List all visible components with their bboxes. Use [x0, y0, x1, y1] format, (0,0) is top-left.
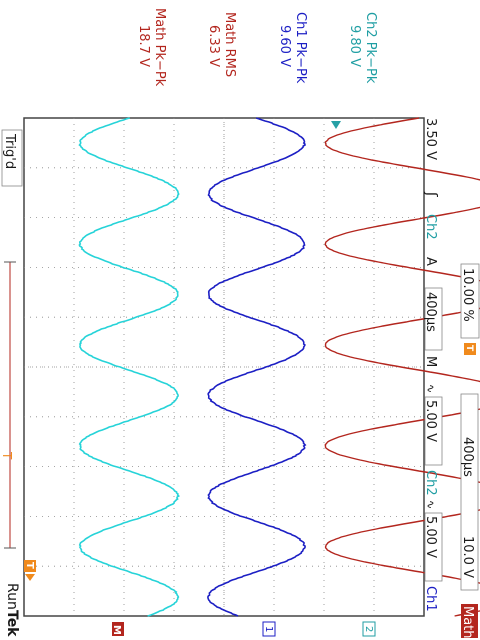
- ch1-scale-value: 5.00 V: [423, 516, 438, 558]
- math-scale-value: 10.0 V: [460, 536, 475, 578]
- ch1-marker-glyph: 1: [263, 626, 274, 632]
- measurement-math-rms-value: 6.33 V: [206, 25, 221, 67]
- math-label: Math: [460, 606, 475, 639]
- ch1-label[interactable]: Ch1: [423, 586, 438, 612]
- ch2-scale-value: 5.00 V: [423, 400, 438, 442]
- math-settings-box[interactable]: [460, 393, 479, 591]
- ch2-coupling-icon: ∿: [424, 384, 437, 393]
- trigger-position-value: 10.00 %: [460, 268, 475, 322]
- trigger-slope-icon: ʃ: [423, 191, 439, 197]
- trigger-source-label: A: [423, 257, 438, 266]
- math-label-box[interactable]: [461, 604, 478, 638]
- trigger-status-label: Trig'd: [2, 133, 17, 169]
- ch2-ground-marker[interactable]: [362, 621, 376, 637]
- measurement-panel: Math Pk−Pk 18.7 V Math RMS 6.33 V Ch1 Pk…: [136, 8, 378, 87]
- run-state-label: Run: [4, 583, 20, 610]
- graticule-grid: [24, 118, 424, 616]
- record-view-trigger-glyph: T: [0, 451, 14, 460]
- ch2-marker-glyph: 2: [363, 626, 374, 632]
- timebase-box[interactable]: [424, 287, 443, 351]
- measurement-ch1-pkpk-value: 9.60 V: [277, 25, 292, 67]
- ch1-scale-box[interactable]: [424, 512, 443, 582]
- trigger-position-arrow: [25, 574, 35, 581]
- trigger-level-value[interactable]: 3.50 V: [423, 118, 438, 160]
- timebase-value: 400µs: [423, 292, 438, 332]
- measurement-ch2-pkpk-value: 9.80 V: [347, 25, 362, 67]
- ch1-waveform: [207, 117, 307, 617]
- timebase-label: M: [423, 356, 438, 367]
- trigger-position-glyph: T: [24, 562, 35, 569]
- trigger-status-box: [1, 129, 23, 187]
- measurement-ch1-pkpk-label: Ch1 Pk−Pk: [293, 12, 308, 84]
- ch2-scale-box[interactable]: [424, 396, 443, 466]
- trigger-position-badge: [464, 343, 476, 355]
- measurement-math-pkpk-label: Math Pk−Pk: [152, 8, 167, 87]
- trigger-position-badge-glyph: T: [464, 345, 474, 352]
- ch1-ground-marker[interactable]: [262, 621, 276, 637]
- channel-markers: M 1 2: [111, 621, 376, 637]
- trigger-position-box[interactable]: [460, 263, 480, 339]
- brand-label: Tek: [4, 610, 20, 637]
- trigger-position-marker: [24, 560, 36, 572]
- measurement-math-rms-label: Math RMS: [222, 12, 237, 77]
- math-waveform: [324, 117, 480, 617]
- math-marker-glyph: M: [111, 625, 122, 635]
- ch2-waveform: [78, 117, 180, 617]
- math-ground-marker[interactable]: [112, 622, 124, 636]
- math-time-value: 400µs: [460, 437, 475, 477]
- settings-panel: Ch1 5.00 V ∿ Ch2 5.00 V ∿ M 400µs A Ch2 …: [423, 118, 480, 639]
- ch1-coupling-icon: ∿: [424, 500, 437, 509]
- measurement-math-pkpk-value: 18.7 V: [136, 25, 151, 67]
- ch2-label[interactable]: Ch2: [423, 470, 438, 496]
- trigger-channel-label[interactable]: Ch2: [423, 214, 438, 240]
- measurement-ch2-pkpk-label: Ch2 Pk−Pk: [363, 12, 378, 84]
- trigger-level-marker[interactable]: [331, 121, 341, 129]
- status-strip: Tek Run T T Trig'd: [0, 129, 36, 637]
